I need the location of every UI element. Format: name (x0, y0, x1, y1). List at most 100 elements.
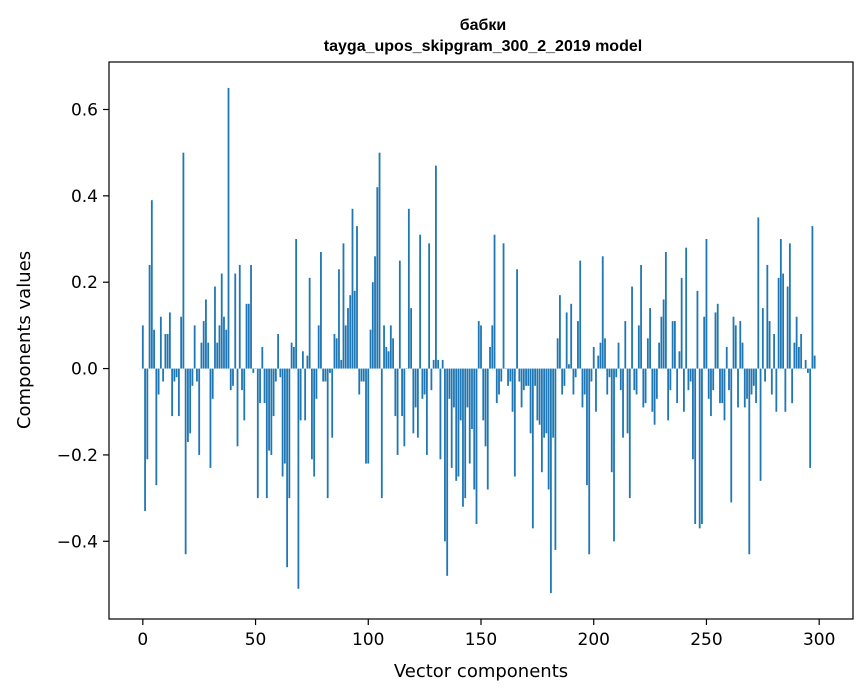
bar (545, 368, 548, 434)
bar (234, 273, 237, 369)
chart-title: бабки (460, 17, 507, 34)
bar (187, 368, 189, 442)
bar (394, 368, 397, 417)
bar (486, 368, 489, 490)
bar (475, 368, 478, 525)
bar (360, 368, 363, 382)
bar (250, 264, 252, 369)
bar (164, 334, 167, 369)
bar (392, 338, 394, 369)
bar (407, 208, 410, 369)
bar (730, 368, 733, 503)
bar (493, 234, 496, 369)
bar (396, 368, 399, 455)
bar (198, 368, 201, 455)
bar (209, 368, 212, 468)
bar (173, 368, 176, 382)
bar (329, 368, 331, 373)
bar (175, 368, 178, 378)
bar (232, 368, 234, 386)
bar (148, 264, 151, 369)
bar (592, 346, 595, 369)
bar (676, 368, 679, 404)
bar (437, 359, 440, 369)
bar (141, 325, 144, 369)
bar (565, 312, 568, 369)
bar (308, 277, 311, 369)
bar (673, 321, 676, 369)
bar (543, 368, 546, 438)
bar (349, 295, 352, 369)
bar (807, 368, 809, 373)
bar (788, 243, 791, 369)
bar (473, 368, 476, 490)
bar (236, 368, 239, 447)
bar (651, 368, 654, 412)
bar (313, 368, 316, 477)
bar (270, 368, 273, 455)
bar (800, 334, 803, 369)
bar (419, 234, 422, 369)
bar (295, 239, 298, 369)
bar (421, 368, 424, 399)
bar (365, 368, 367, 464)
bar (568, 364, 570, 369)
bar (570, 303, 573, 369)
bar (344, 325, 347, 369)
bar (477, 321, 480, 369)
bar (664, 251, 667, 369)
bar (252, 368, 255, 373)
bar (333, 334, 336, 369)
bar (637, 325, 640, 369)
bar (513, 368, 516, 477)
bar (423, 368, 426, 395)
bar (229, 368, 232, 391)
bar (743, 368, 746, 408)
bar (171, 368, 174, 417)
bar (685, 247, 688, 369)
bar (660, 316, 663, 369)
bar (635, 368, 638, 395)
bar (403, 368, 406, 447)
bar (694, 368, 697, 525)
bar (216, 342, 219, 369)
bar (741, 342, 744, 369)
bar (387, 351, 390, 369)
bar (683, 368, 685, 412)
bar (804, 359, 807, 369)
x-tick-label: 250 (690, 630, 722, 650)
bar (245, 303, 248, 369)
bar (410, 308, 413, 369)
bar (791, 368, 794, 404)
y-tick-label: 0.6 (71, 100, 98, 120)
bar (462, 368, 464, 507)
bar (615, 368, 618, 378)
bar (398, 260, 401, 369)
bar (710, 368, 712, 417)
bar (610, 368, 613, 473)
bar (507, 368, 509, 386)
bar (692, 368, 694, 460)
bar (728, 368, 730, 391)
bar (238, 264, 241, 369)
bar (667, 368, 670, 421)
bar (554, 368, 557, 550)
bar (705, 239, 708, 369)
bar (734, 325, 737, 369)
bar (277, 334, 279, 369)
bar (380, 368, 383, 499)
bar (191, 368, 194, 386)
bar (214, 286, 216, 369)
bar (342, 243, 345, 369)
bar (622, 368, 624, 438)
x-axis-label: Vector components (394, 661, 568, 682)
bar (540, 368, 543, 473)
bar (290, 342, 293, 369)
bar (324, 368, 327, 382)
bar (439, 368, 442, 460)
bar (301, 351, 304, 369)
bar (335, 338, 338, 369)
bar (150, 200, 153, 369)
bar (146, 368, 149, 460)
